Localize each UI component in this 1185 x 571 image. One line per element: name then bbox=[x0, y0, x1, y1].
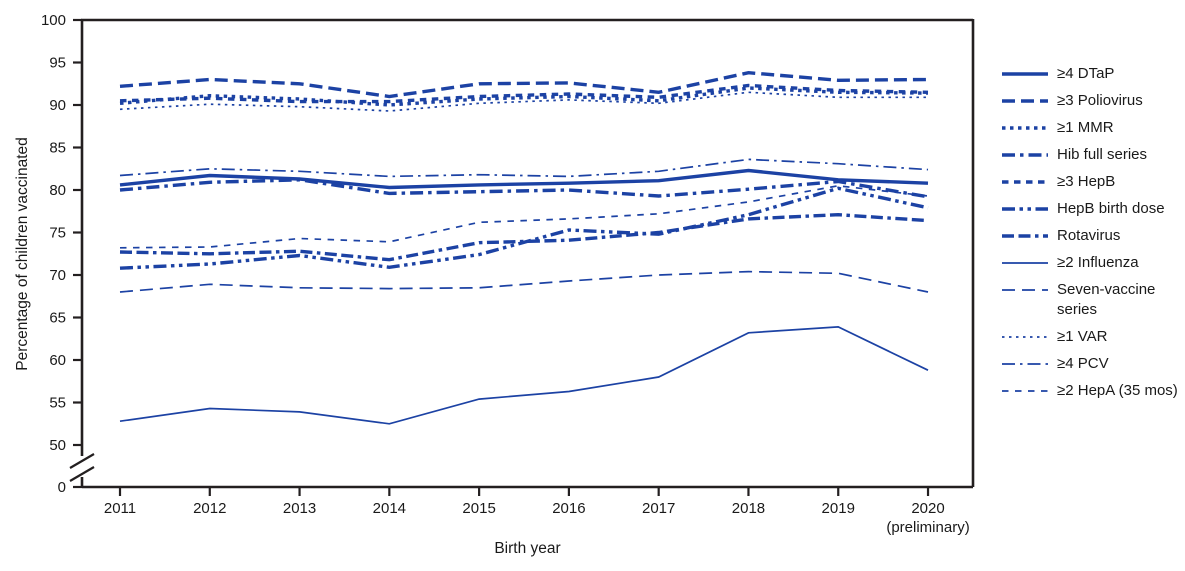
x-axis-title: Birth year bbox=[494, 540, 561, 557]
legend-label: ≥3 HepB bbox=[1057, 173, 1116, 190]
series-line--4-dtap bbox=[119, 168, 929, 190]
legend-line-sample bbox=[1002, 234, 1048, 238]
legend-item: ≥3 HepB bbox=[1002, 172, 1184, 192]
y-axis-title: Percentage of children vaccinated bbox=[14, 137, 31, 371]
y-axis-tick-label: 0 bbox=[58, 479, 66, 496]
legend-label: ≥4 DTaP bbox=[1057, 65, 1115, 82]
y-axis-tick-label: 80 bbox=[49, 182, 66, 199]
series-line--1-var bbox=[119, 91, 928, 112]
legend-label: ≥2 HepA (35 mos) bbox=[1057, 382, 1178, 399]
legend-line-sample bbox=[1002, 336, 1048, 338]
y-axis-tick-label: 65 bbox=[49, 310, 66, 327]
legend-label: ≥4 PCV bbox=[1057, 355, 1109, 372]
legend-label: HepB birth dose bbox=[1057, 200, 1165, 217]
legend-line-sample bbox=[1002, 262, 1048, 264]
series-line-seven-vaccine-series bbox=[119, 270, 929, 293]
legend-item: Rotavirus bbox=[1002, 226, 1184, 246]
legend-label: ≥2 Influenza bbox=[1057, 254, 1139, 271]
x-axis-tick-label: 2015 bbox=[462, 500, 495, 517]
legend-line-sample bbox=[1002, 363, 1048, 365]
y-axis-tick-label: 85 bbox=[49, 140, 66, 157]
x-axis-tick-label: 2018 bbox=[732, 500, 765, 517]
x-axis-tick-label: 2016 bbox=[552, 500, 585, 517]
legend-item: ≥4 PCV bbox=[1002, 354, 1184, 374]
x-axis-tick-label: 2012 bbox=[193, 500, 226, 517]
legend-item: Hib full series bbox=[1002, 145, 1184, 165]
series-line--3-poliovirus bbox=[119, 70, 929, 99]
legend-line-sample bbox=[1002, 289, 1048, 291]
series-line-rotavirus bbox=[119, 212, 929, 262]
legend-label: Seven-vaccine series bbox=[1057, 281, 1156, 318]
y-axis-tick-label: 60 bbox=[49, 352, 66, 369]
series-line--1-mmr bbox=[119, 86, 929, 107]
legend-line-sample bbox=[1002, 207, 1048, 211]
chart-legend: ≥4 DTaP ≥3 Poliovirus ≥1 MMR Hib full serie… bbox=[1002, 64, 1184, 408]
legend-line-sample bbox=[1002, 72, 1048, 76]
legend-line-sample bbox=[1002, 153, 1048, 157]
axis-break-slash bbox=[69, 466, 95, 482]
series-line--3-hepb bbox=[119, 83, 929, 104]
legend-item: Seven-vaccine series bbox=[1002, 280, 1184, 320]
x-axis-tick-label: 2014 bbox=[373, 500, 406, 517]
legend-line-sample bbox=[1002, 180, 1048, 184]
legend-item: ≥4 DTaP bbox=[1002, 64, 1184, 84]
legend-item: ≥3 Poliovirus bbox=[1002, 91, 1184, 111]
legend-line-sample bbox=[1002, 99, 1048, 103]
legend-item: HepB birth dose bbox=[1002, 199, 1184, 219]
y-axis-tick-label: 100 bbox=[41, 12, 66, 29]
legend-label: Rotavirus bbox=[1057, 227, 1121, 244]
legend-item: ≥1 MMR bbox=[1002, 118, 1184, 138]
legend-label: ≥1 MMR bbox=[1057, 119, 1114, 136]
y-axis-tick-label: 90 bbox=[49, 97, 66, 114]
y-axis-tick-label: 70 bbox=[49, 267, 66, 284]
x-axis-tick-label: 2013 bbox=[283, 500, 316, 517]
series-line--2-hepa-35-mos- bbox=[119, 184, 929, 249]
legend-label: ≥3 Poliovirus bbox=[1057, 92, 1143, 109]
x-axis-tick-label: 2017 bbox=[642, 500, 675, 517]
x-axis-tick-label: 2019 bbox=[822, 500, 855, 517]
x-axis-tick-label: 2020 bbox=[911, 500, 944, 517]
y-axis-tick-label: 55 bbox=[49, 395, 66, 412]
legend-item: ≥2 HepA (35 mos) bbox=[1002, 381, 1184, 401]
legend-label: ≥1 VAR bbox=[1057, 328, 1108, 345]
y-axis-tick-label: 95 bbox=[49, 55, 66, 72]
legend-line-sample bbox=[1002, 390, 1048, 392]
y-axis-tick-label: 50 bbox=[49, 437, 66, 454]
y-axis-tick-label: 75 bbox=[49, 225, 66, 242]
legend-line-sample bbox=[1002, 126, 1048, 130]
series-line--2-influenza bbox=[119, 326, 929, 425]
axis-break-slash bbox=[69, 453, 95, 469]
legend-item: ≥1 VAR bbox=[1002, 327, 1184, 347]
legend-item: ≥2 Influenza bbox=[1002, 253, 1184, 273]
x-axis-tick-note: (preliminary) bbox=[886, 519, 969, 536]
series-line--4-pcv bbox=[119, 158, 929, 178]
x-axis-tick-label: 2011 bbox=[104, 500, 136, 517]
series-line-hib-full-series bbox=[119, 178, 929, 199]
legend-label: Hib full series bbox=[1057, 146, 1148, 163]
series-line-hepb-birth-dose bbox=[119, 186, 929, 270]
